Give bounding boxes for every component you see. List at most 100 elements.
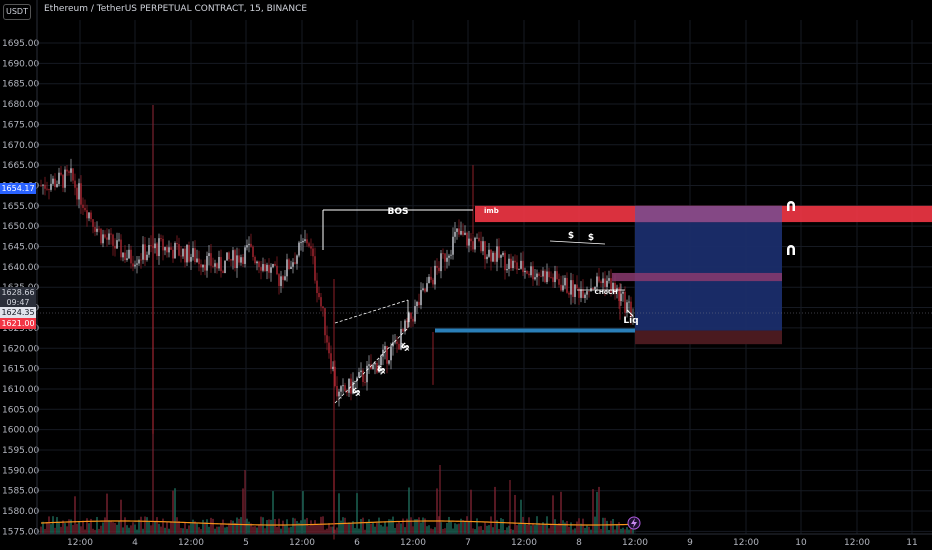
- candle-body: [612, 282, 614, 293]
- candle-body: [380, 356, 382, 366]
- time-axis[interactable]: 12:00 4 12:00 5 12:00 6 12:00 7 12:00 8 12:00 9 12:0…: [37, 533, 932, 548]
- candle-body: [454, 231, 456, 237]
- candle-body: [570, 280, 572, 295]
- volume-bar: [150, 525, 152, 534]
- volume-bar: [432, 529, 434, 534]
- candle-body: [514, 260, 516, 263]
- magnet-icon[interactable]: [785, 200, 797, 212]
- volume-bar: [394, 527, 396, 534]
- candle-body: [412, 318, 414, 322]
- candle-body: [108, 233, 110, 240]
- volume-bar: [374, 526, 376, 534]
- candle-body: [76, 187, 78, 200]
- candle-body: [510, 258, 512, 269]
- volume-bar: [142, 528, 144, 534]
- candle-body: [160, 238, 162, 239]
- volume-bar: [298, 522, 300, 534]
- zone-overlap: [635, 205, 782, 223]
- candle-body: [48, 189, 50, 190]
- volume-bar: [290, 526, 292, 534]
- candle-body: [138, 259, 140, 264]
- candle-body: [146, 254, 148, 261]
- candle-body: [52, 178, 54, 184]
- volume-bar: [58, 521, 60, 534]
- candle-body: [314, 256, 316, 281]
- stop-price-badge: 1621.00: [0, 318, 36, 329]
- volume-bar: [528, 517, 530, 534]
- volume-bar: [462, 519, 464, 534]
- candle-body: [148, 245, 150, 255]
- candle-body: [344, 385, 346, 391]
- volume-bar: [190, 523, 192, 534]
- volume-bar: [124, 517, 126, 534]
- volume-bar: [346, 522, 348, 534]
- candle-body: [264, 264, 266, 272]
- candle-body: [182, 248, 184, 257]
- volume-bar: [610, 520, 612, 534]
- candle-body: [446, 257, 448, 262]
- volume-bar: [396, 523, 398, 534]
- volume-bar: [382, 526, 384, 534]
- lightning-icon[interactable]: [627, 516, 641, 530]
- volume-bar: [402, 518, 404, 534]
- candle-body: [382, 349, 384, 357]
- volume-bar: [144, 516, 146, 534]
- candle-body: [386, 346, 388, 364]
- volume-bar: [82, 520, 84, 534]
- candle-body: [228, 252, 230, 260]
- candle-body: [584, 294, 586, 299]
- candle-body: [520, 260, 522, 269]
- entry-price-badge: 1624.35: [0, 307, 36, 318]
- volume-bar: [238, 518, 240, 534]
- volume-bar: [132, 522, 134, 534]
- candle-body: [488, 249, 490, 257]
- candle-body: [548, 271, 550, 278]
- candle-body: [610, 278, 612, 293]
- volume-bar: [296, 521, 298, 534]
- candle-body: [596, 276, 598, 287]
- volume-bar: [254, 526, 256, 534]
- candle-body: [70, 168, 72, 173]
- volume-bar: [276, 527, 278, 534]
- candle-body: [416, 301, 418, 307]
- candle-body: [388, 360, 390, 364]
- volume-bar: [140, 516, 142, 534]
- candle-body: [456, 228, 458, 232]
- price-tick-label: 1610.00: [2, 385, 39, 395]
- candle-body: [470, 238, 472, 242]
- volume-bar: [46, 522, 48, 534]
- volume-bar: [488, 525, 490, 534]
- candle-body: [484, 241, 486, 260]
- currency-label[interactable]: USDT: [3, 4, 31, 20]
- candle-body: [482, 241, 484, 252]
- volume-bar: [500, 518, 502, 534]
- candle-body: [430, 276, 432, 280]
- candle-body: [328, 342, 330, 354]
- magnet-icon[interactable]: [785, 244, 797, 256]
- volume-bar: [364, 529, 366, 534]
- volume-bar: [156, 517, 158, 534]
- candle-body: [320, 297, 322, 307]
- time-tick-label: 12:00: [178, 538, 204, 548]
- volume-bar: [494, 486, 496, 534]
- volume-bar: [442, 528, 444, 534]
- volume-bar: [356, 493, 358, 534]
- candle-body: [428, 276, 430, 284]
- volume-bar: [160, 526, 162, 534]
- volume-bar: [74, 496, 76, 534]
- volume-bar: [376, 522, 378, 534]
- candle-body: [400, 329, 402, 350]
- price-tick-label: 1605.00: [2, 405, 39, 415]
- candle-body: [300, 242, 302, 244]
- candle-body: [58, 172, 60, 185]
- candle-body: [234, 250, 236, 269]
- price-axis[interactable]: 1695.00 1690.00 1685.00 1680.00 1675.00 1670.…: [2, 0, 39, 537]
- volume-bar: [210, 517, 212, 534]
- last-price-badge: 1628.66: [0, 287, 36, 298]
- grid: [37, 20, 932, 534]
- candle-body: [410, 312, 412, 319]
- candle-body: [474, 237, 476, 250]
- candle-body: [580, 289, 582, 298]
- candle-body: [632, 316, 634, 317]
